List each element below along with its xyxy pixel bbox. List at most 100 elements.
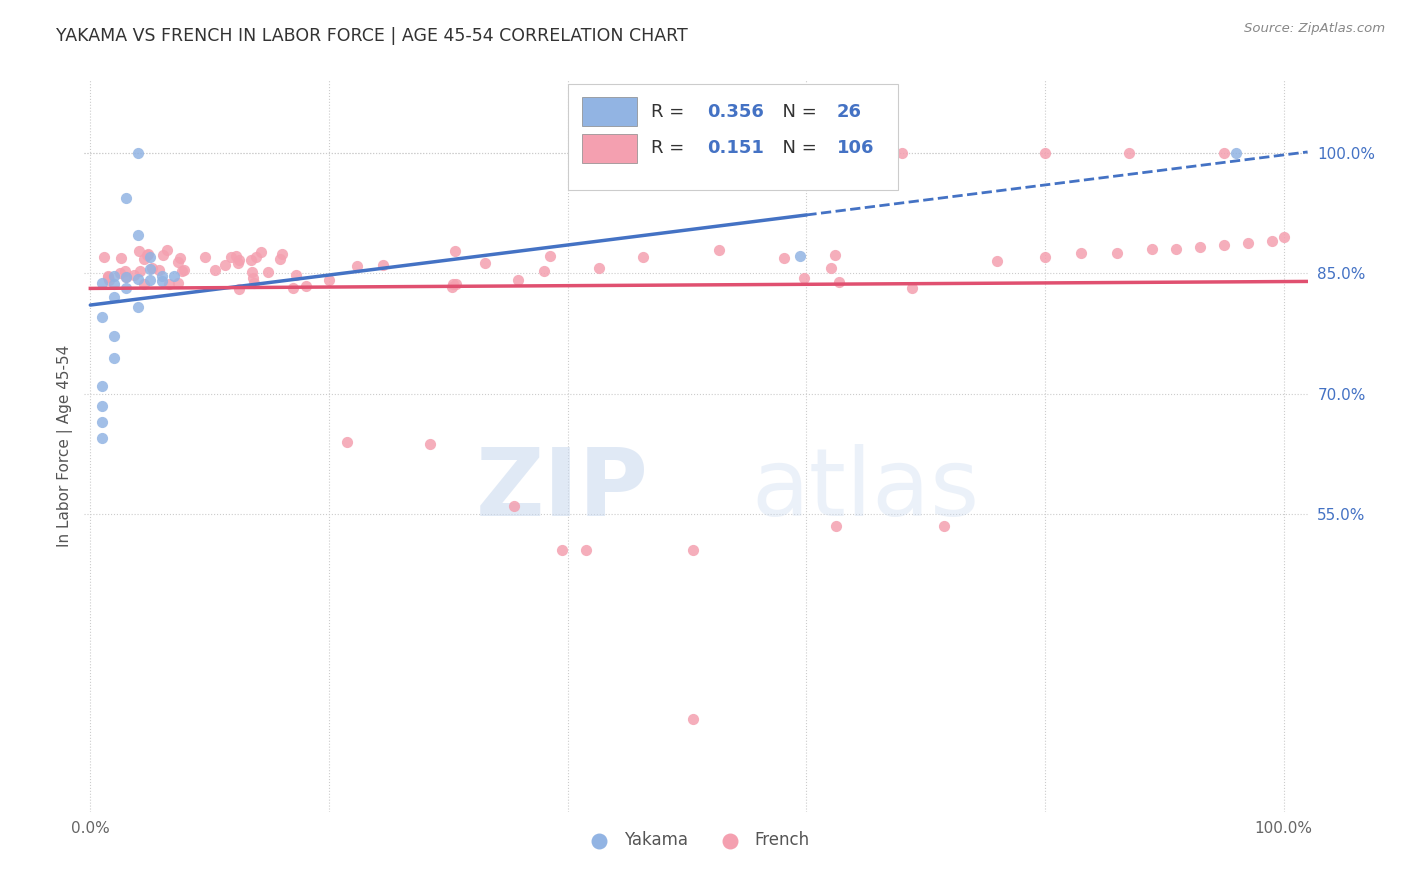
Point	[141, 261, 163, 276]
Point	[239, 252, 262, 267]
Point	[283, 280, 305, 294]
Point	[256, 265, 278, 279]
Point	[828, 276, 851, 290]
FancyBboxPatch shape	[582, 134, 637, 163]
Point	[110, 251, 132, 265]
Text: 26: 26	[837, 103, 862, 120]
Point	[986, 254, 1008, 268]
Point	[588, 260, 610, 275]
Point	[1142, 242, 1164, 256]
Point	[115, 191, 138, 205]
Point	[242, 271, 264, 285]
Point	[93, 250, 115, 264]
Point	[91, 399, 114, 413]
Point	[150, 268, 173, 283]
Point	[825, 519, 848, 533]
Point	[441, 277, 464, 291]
Point	[336, 434, 359, 449]
Point	[1213, 145, 1236, 160]
Point	[441, 280, 464, 294]
Point	[631, 250, 654, 264]
Point	[503, 500, 526, 514]
Point	[1105, 246, 1128, 260]
FancyBboxPatch shape	[582, 97, 637, 127]
Point	[152, 248, 174, 262]
Point	[204, 263, 226, 277]
Point	[91, 378, 114, 392]
Point	[245, 250, 267, 264]
Point	[148, 262, 170, 277]
Point	[444, 277, 467, 292]
Point	[167, 255, 190, 269]
Point	[284, 268, 307, 282]
Text: N =: N =	[770, 103, 823, 120]
Text: R =: R =	[651, 139, 690, 157]
Point	[508, 273, 530, 287]
Point	[132, 252, 155, 267]
Point	[1237, 236, 1260, 251]
Point	[735, 145, 758, 160]
Point	[194, 250, 217, 264]
Point	[103, 351, 125, 365]
Text: YAKAMA VS FRENCH IN LABOR FORCE | AGE 45-54 CORRELATION CHART: YAKAMA VS FRENCH IN LABOR FORCE | AGE 45…	[56, 27, 688, 45]
Point	[574, 543, 596, 558]
Text: 0.151: 0.151	[707, 139, 763, 157]
Point	[122, 268, 145, 283]
Point	[114, 263, 136, 277]
Point	[444, 244, 467, 259]
Point	[294, 279, 316, 293]
Point	[97, 273, 120, 287]
Point	[167, 276, 190, 290]
Point	[129, 264, 152, 278]
Point	[136, 246, 159, 260]
Point	[115, 270, 138, 285]
Point	[103, 329, 125, 343]
Point	[156, 244, 179, 258]
Text: 106: 106	[837, 139, 875, 157]
FancyBboxPatch shape	[568, 84, 898, 190]
Text: atlas: atlas	[751, 444, 979, 536]
Point	[169, 251, 191, 265]
Point	[91, 276, 114, 290]
Point	[134, 277, 156, 291]
Point	[115, 270, 138, 285]
Point	[97, 269, 120, 284]
Point	[139, 273, 162, 287]
Point	[91, 415, 114, 429]
Point	[170, 264, 193, 278]
Point	[1118, 145, 1140, 160]
Point	[150, 274, 173, 288]
Point	[136, 248, 159, 262]
Point	[1033, 250, 1056, 264]
Point	[139, 250, 162, 264]
Point	[270, 247, 292, 261]
Point	[157, 277, 180, 291]
Point	[901, 281, 924, 295]
Point	[97, 269, 120, 284]
Point	[103, 268, 125, 283]
Point	[793, 271, 815, 285]
Point	[371, 258, 394, 272]
Text: N =: N =	[770, 139, 823, 157]
Point	[108, 266, 131, 280]
Point	[249, 244, 271, 259]
Point	[139, 262, 162, 277]
Point	[318, 273, 340, 287]
Point	[91, 310, 114, 324]
Point	[163, 268, 186, 283]
Point	[1225, 145, 1247, 160]
Point	[1272, 230, 1295, 244]
Point	[932, 519, 955, 533]
Y-axis label: In Labor Force | Age 45-54: In Labor Force | Age 45-54	[58, 345, 73, 547]
Point	[269, 252, 291, 266]
Point	[682, 543, 704, 558]
Point	[772, 251, 794, 265]
Point	[820, 260, 842, 275]
Point	[115, 280, 138, 294]
Point	[789, 248, 811, 262]
Point	[103, 277, 125, 292]
Point	[228, 282, 250, 296]
Point	[824, 248, 846, 262]
Point	[346, 259, 368, 273]
Point	[103, 290, 125, 304]
